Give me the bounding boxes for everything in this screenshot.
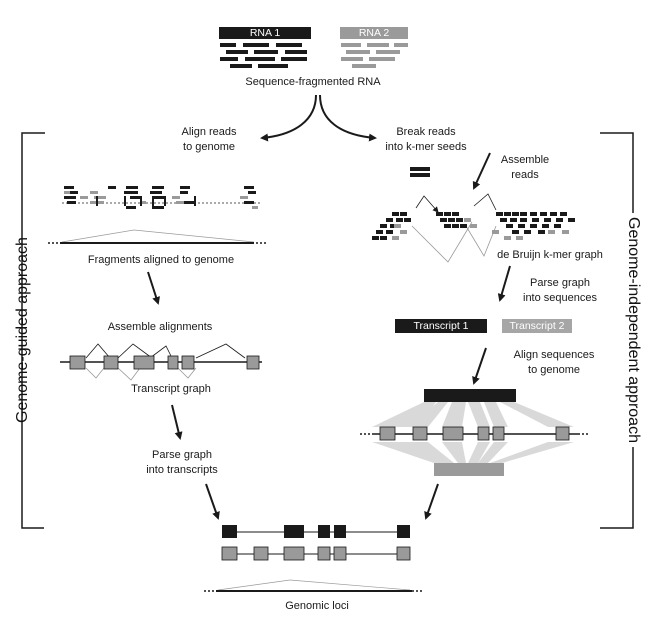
align-reads-label-line1: Align reads	[181, 126, 237, 138]
rna1-bar	[219, 27, 311, 39]
rna1-label: RNA 1	[249, 27, 281, 39]
transcript1-label: Transcript 1	[413, 320, 469, 332]
aligned-transcript2	[434, 463, 504, 476]
de-bruijn-graph	[372, 193, 575, 263]
genomic-loci-caption: Genomic loci	[285, 600, 349, 612]
rna1-read-fragments	[219, 27, 311, 68]
sequence-alignment	[360, 389, 590, 476]
rna2-label: RNA 2	[358, 27, 390, 39]
kmer-seeds	[410, 167, 430, 177]
assemble-reads-label-line1: Assemble	[500, 154, 550, 166]
assemble-reads-label-line2: reads	[511, 169, 539, 181]
genome-guided-side-label: Genome-guided approach	[14, 237, 31, 423]
assemble-alignments-label: Assemble alignments	[107, 321, 213, 333]
rna2-read-fragments	[340, 27, 408, 68]
parse-sequences-label-line1: Parse graph	[530, 277, 590, 289]
arrow-graph-to-parse	[171, 404, 183, 440]
transcript2-label: Transcript 2	[509, 320, 565, 332]
genomic-loci-models	[204, 525, 424, 592]
align-sequences-label-line2: to genome	[528, 364, 580, 376]
transcript-graph-caption: Transcript graph	[131, 383, 211, 395]
sequence-fragmented-caption: Sequence-fragmented RNA	[245, 76, 381, 88]
arrow-guided-to-loci	[205, 483, 220, 520]
transcript-bars	[395, 319, 572, 333]
arrow-independent-to-loci	[424, 483, 439, 520]
arrow-to-assemble-reads	[472, 152, 491, 190]
fragments-aligned-caption: Fragments aligned to genome	[87, 254, 235, 266]
break-reads-label-line2: into k-mer seeds	[385, 141, 467, 153]
aligned-fragments	[62, 186, 262, 209]
left-bracket	[21, 132, 45, 529]
guided-genome-line	[48, 229, 266, 244]
arrow-to-parse-sequences	[497, 265, 511, 302]
parse-transcripts-label-line1: Parse graph	[152, 449, 212, 461]
transcript-graph	[60, 343, 262, 381]
arrow-fragments-to-assemble	[147, 271, 160, 305]
break-reads-label-line1: Break reads	[396, 126, 456, 138]
parse-transcripts-label-line2: into transcripts	[146, 464, 218, 476]
arrow-to-align-sequences	[472, 347, 487, 385]
align-sequences-label-line1: Align sequences	[513, 349, 595, 361]
rna2-bar	[340, 27, 408, 39]
parse-sequences-label-line2: into sequences	[523, 292, 597, 304]
split-arrows	[260, 94, 377, 142]
de-bruijn-caption: de Bruijn k-mer graph	[497, 249, 603, 261]
transcript1-bar	[395, 319, 487, 333]
align-reads-label-line2: to genome	[183, 141, 235, 153]
genome-independent-side-label: Genome-independent approach	[624, 213, 642, 447]
aligned-transcript1	[424, 389, 516, 402]
transcript2-bar	[502, 319, 572, 333]
